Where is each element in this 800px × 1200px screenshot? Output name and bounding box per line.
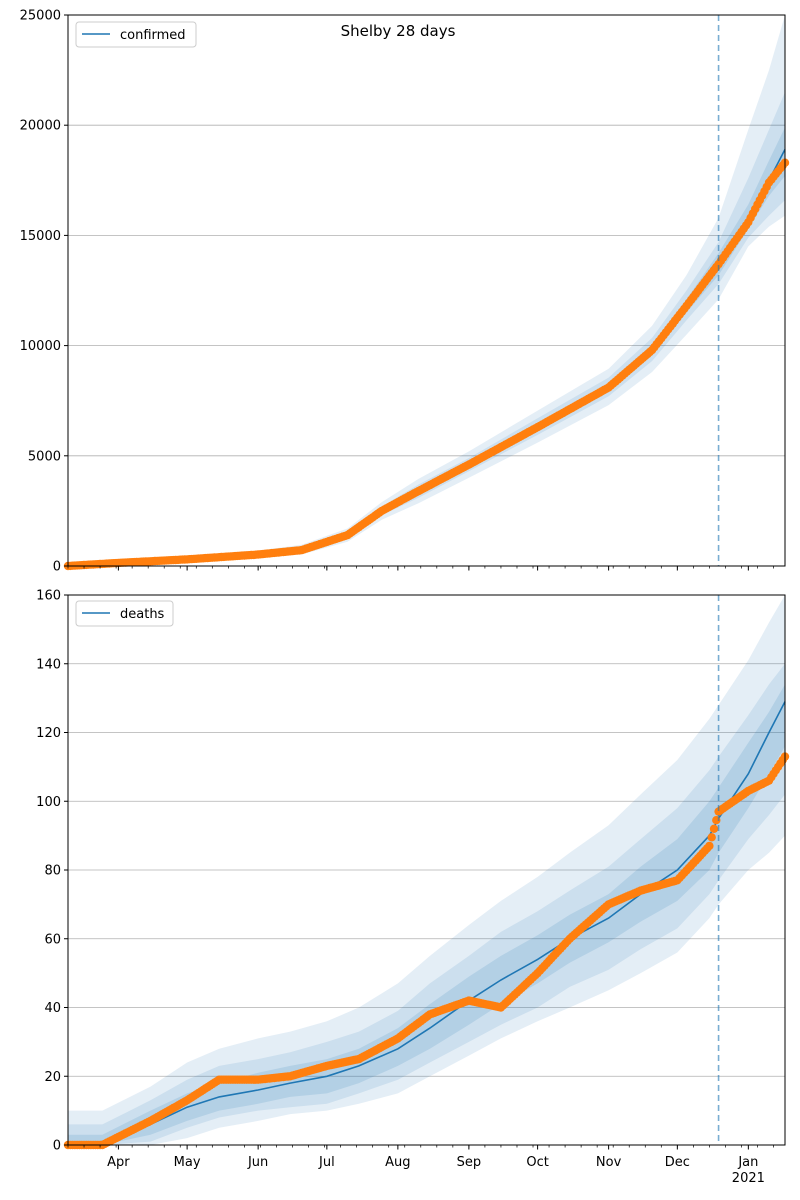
y-tick-label: 25000 — [20, 9, 61, 24]
y-tick-label: 20 — [44, 1070, 61, 1085]
observed-point — [705, 841, 714, 851]
uncertainty-band — [68, 663, 785, 1145]
x-tick-label: Dec — [665, 1155, 690, 1170]
confirmed-legend-box — [75, 21, 197, 48]
y-tick-label: 160 — [36, 589, 61, 604]
y-tick-label: 5000 — [28, 449, 61, 464]
x-tick-label: Jul — [318, 1155, 335, 1170]
x-tick-label: Apr — [107, 1155, 130, 1170]
y-tick-label: 120 — [36, 726, 61, 741]
y-tick-label: 15000 — [20, 229, 61, 244]
deaths-legend: deaths — [75, 600, 174, 627]
figure-title: Shelby 28 days — [341, 22, 456, 40]
x-tick-label: Sep — [457, 1155, 482, 1170]
y-tick-label: 140 — [36, 657, 61, 672]
deaths-legend-box — [75, 600, 174, 627]
uncertainty-band — [68, 127, 785, 567]
x-year-label: 2021 — [732, 1171, 765, 1186]
y-tick-label: 60 — [44, 932, 61, 947]
x-tick-label: Jun — [247, 1155, 268, 1170]
deaths-observed-points — [63, 752, 790, 1150]
x-tick-label: Nov — [596, 1155, 622, 1170]
x-tick-label: Aug — [385, 1155, 410, 1170]
x-tick-label: Oct — [526, 1155, 548, 1170]
observed-point — [709, 824, 719, 833]
y-tick-label: 10000 — [20, 339, 61, 354]
confirmed-panel: 0 5000 10000 15000 20000 25000 confirmed — [20, 9, 790, 575]
deaths-legend-label: deaths — [120, 607, 165, 622]
observed-point — [707, 833, 716, 842]
y-tick-label: 0 — [53, 1139, 61, 1154]
confirmed-legend: confirmed — [75, 21, 197, 48]
confirmed-axes-frame — [67, 14, 786, 567]
deaths-uncertainty-bands — [68, 595, 785, 1145]
y-tick-label: 100 — [36, 795, 61, 810]
uncertainty-band — [68, 595, 785, 1145]
uncertainty-band — [68, 684, 785, 1145]
deaths-panel: 0 20 40 60 80 100 120 140 160 Apr May Jun Jul Aug Sep… — [36, 589, 790, 1186]
y-tick-label: 80 — [44, 864, 61, 879]
confirmed-x-axis — [67, 566, 774, 571]
confirmed-legend-label: confirmed — [120, 28, 186, 43]
confirmed-model-line — [67, 149, 786, 567]
confirmed-y-axis: 0 5000 10000 15000 20000 25000 — [20, 9, 68, 575]
deaths-y-axis: 0 20 40 60 80 100 120 140 160 — [36, 589, 68, 1154]
confirmed-observed-points — [63, 158, 790, 571]
y-tick-label: 20000 — [20, 119, 61, 134]
x-tick-label: May — [174, 1155, 201, 1170]
y-tick-label: 40 — [44, 1001, 61, 1016]
x-tick-label: Jan — [737, 1155, 758, 1170]
y-tick-label: 0 — [53, 560, 61, 575]
confirmed-line — [67, 149, 786, 567]
